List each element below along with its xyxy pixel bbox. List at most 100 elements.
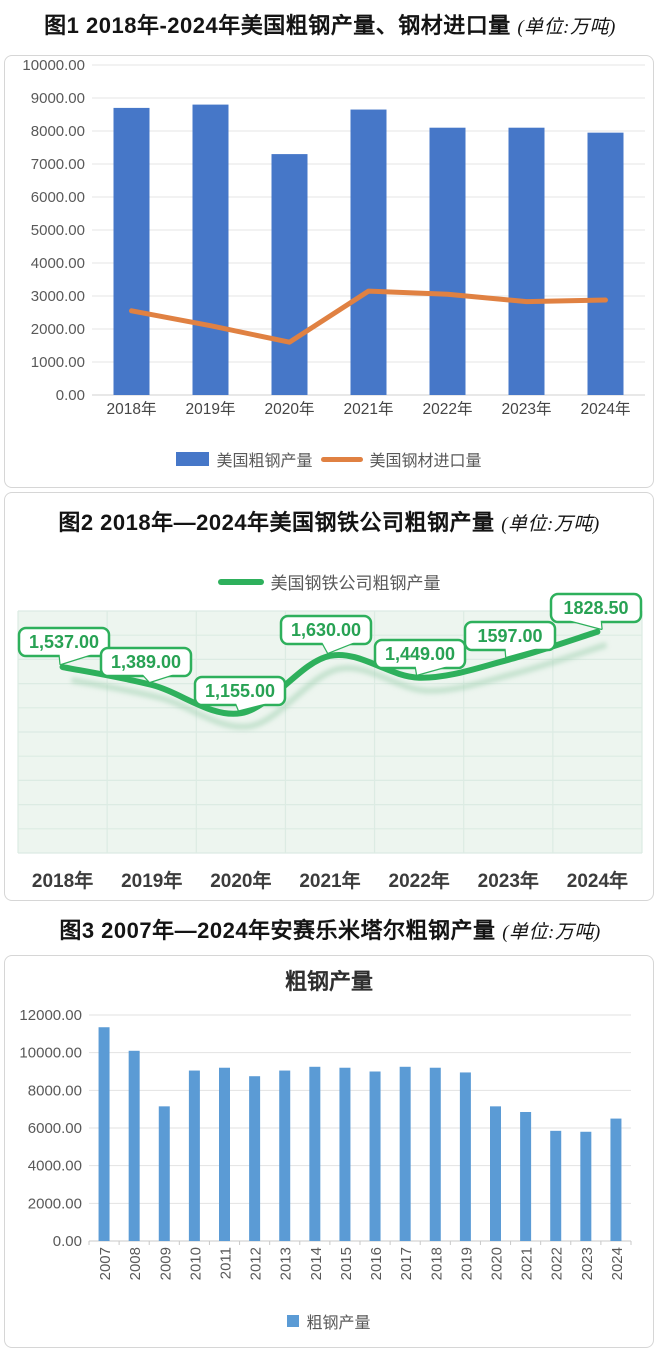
fig1-xtick: 2022年 bbox=[423, 400, 473, 418]
fig2-xtick: 2018年 bbox=[32, 869, 93, 892]
figure1-card: 0.00 1000.00 2000.00 3000.00 4000.00 5000.00 6… bbox=[4, 55, 654, 488]
green-line-label: 美国钢铁公司粗钢产量 bbox=[270, 574, 441, 593]
svg-text:2019: 2019 bbox=[458, 1247, 475, 1280]
fig1-ytick: 1000.00 bbox=[31, 354, 85, 371]
fig3-bar bbox=[279, 1070, 291, 1241]
fig3-bar bbox=[550, 1130, 562, 1241]
fig3-bar bbox=[459, 1072, 471, 1241]
fig3-xtick: 2018 bbox=[428, 1247, 445, 1280]
fig2-xtick: 2020年 bbox=[210, 869, 271, 892]
fig1-bar bbox=[587, 132, 624, 395]
svg-text:2009: 2009 bbox=[157, 1247, 174, 1280]
fig3-xtick: 2016 bbox=[368, 1247, 385, 1280]
svg-text:2012: 2012 bbox=[248, 1247, 265, 1280]
fig1-ytick: 5000.00 bbox=[31, 222, 85, 239]
figure1-title: 图1 2018年-2024年美国粗钢产量、钢材进口量 (单位:万吨) bbox=[0, 8, 660, 40]
figure1-legend-bar-item: 美国粗钢产量 bbox=[176, 447, 313, 471]
fig1-bar bbox=[429, 127, 466, 395]
fig2-data-callout: 1,389.00 bbox=[99, 646, 193, 684]
fig3-bar bbox=[520, 1111, 532, 1241]
svg-text:1597.00: 1597.00 bbox=[477, 626, 542, 646]
fig1-bar bbox=[192, 104, 229, 395]
fig1-ytick: 2000.00 bbox=[31, 321, 85, 338]
fig3-bar bbox=[309, 1066, 321, 1241]
fig3-xtick: 2019 bbox=[458, 1247, 475, 1280]
fig3-xtick: 2010 bbox=[187, 1247, 204, 1280]
fig3-xtick: 2022 bbox=[549, 1247, 566, 1280]
svg-text:2015: 2015 bbox=[338, 1247, 355, 1280]
fig3-ytick: 2000.00 bbox=[28, 1195, 82, 1212]
fig1-ytick: 10000.00 bbox=[22, 57, 85, 74]
fig1-bar bbox=[113, 107, 150, 396]
figure1-legend: 美国粗钢产量 美国钢材进口量 bbox=[5, 447, 653, 471]
fig3-ytick: 0.00 bbox=[53, 1233, 82, 1250]
svg-text:2014: 2014 bbox=[308, 1247, 325, 1280]
figure2-title-text: 图2 2018年—2024年美国钢铁公司粗钢产量 bbox=[58, 510, 495, 535]
figure1-title-text: 图1 2018年-2024年美国粗钢产量、钢材进口量 bbox=[44, 13, 511, 38]
fig1-line bbox=[129, 288, 608, 345]
fig3-bar bbox=[188, 1070, 200, 1241]
fig1-xtick: 2020年 bbox=[265, 400, 315, 418]
fig2-xtick: 2023年 bbox=[478, 869, 539, 892]
fig1-xtick: 2018年 bbox=[107, 400, 157, 418]
figure2-unit-label: (单位:万吨) bbox=[501, 514, 600, 535]
fig3-xtick: 2017 bbox=[398, 1247, 415, 1280]
fig3-bar bbox=[580, 1131, 592, 1241]
figure3-card: 粗钢产量 0.00 2000.00 4000.00 6000.00 8000.00 100… bbox=[4, 955, 654, 1348]
svg-text:2007: 2007 bbox=[97, 1247, 114, 1280]
fig3-xtick: 2014 bbox=[308, 1247, 325, 1280]
svg-text:1,630.00: 1,630.00 bbox=[291, 620, 361, 640]
svg-text:2013: 2013 bbox=[278, 1247, 295, 1280]
figure1-chart: 0.00 1000.00 2000.00 3000.00 4000.00 5000.00 6… bbox=[22, 57, 645, 418]
fig3-ytick: 12000.00 bbox=[19, 1007, 82, 1024]
svg-text:2018: 2018 bbox=[428, 1247, 445, 1280]
figure3-series-label: 粗钢产量 bbox=[306, 1315, 371, 1332]
fig2-data-callout: 1828.50 bbox=[549, 592, 643, 631]
fig3-bar bbox=[158, 1106, 170, 1241]
fig3-bar bbox=[610, 1118, 622, 1241]
figure3-legend: 粗钢产量 bbox=[5, 1309, 653, 1333]
line-series-label: 美国钢材进口量 bbox=[369, 453, 482, 470]
fig3-xtick: 2012 bbox=[248, 1247, 265, 1280]
figure2-title: 图2 2018年—2024年美国钢铁公司粗钢产量 (单位:万吨) bbox=[5, 505, 653, 537]
fig3-xtick: 2020 bbox=[489, 1247, 506, 1280]
fig2-data-callout: 1,449.00 bbox=[373, 638, 467, 676]
figure3-chart: 0.00 2000.00 4000.00 6000.00 8000.00 10000.00… bbox=[19, 1007, 632, 1280]
fig1-bar bbox=[271, 154, 308, 395]
svg-text:2024: 2024 bbox=[609, 1247, 626, 1280]
fig3-xtick: 2024 bbox=[609, 1247, 626, 1280]
svg-text:1,155.00: 1,155.00 bbox=[205, 681, 275, 701]
fig1-bar bbox=[350, 109, 387, 396]
fig2-data-callout: 1,155.00 bbox=[193, 675, 287, 712]
svg-text:1,537.00: 1,537.00 bbox=[29, 632, 99, 652]
svg-text:2008: 2008 bbox=[127, 1247, 144, 1280]
fig3-xtick: 2008 bbox=[127, 1247, 144, 1280]
fig3-xtick: 2009 bbox=[157, 1247, 174, 1280]
fig1-ytick: 6000.00 bbox=[31, 189, 85, 206]
svg-text:2010: 2010 bbox=[187, 1247, 204, 1280]
figure2-card: 图2 2018年—2024年美国钢铁公司粗钢产量 (单位:万吨) 美国钢铁公司粗… bbox=[4, 492, 654, 901]
fig1-bar bbox=[508, 127, 545, 395]
fig1-ytick: 9000.00 bbox=[31, 90, 85, 107]
fig3-bar bbox=[98, 1027, 110, 1241]
svg-text:2023: 2023 bbox=[579, 1247, 596, 1280]
fig1-ytick: 4000.00 bbox=[31, 255, 85, 272]
fig3-xtick: 2015 bbox=[338, 1247, 355, 1280]
fig2-data-callout: 1,630.00 bbox=[279, 614, 373, 655]
fig1-ytick: 3000.00 bbox=[31, 288, 85, 305]
fig1-ytick: 7000.00 bbox=[31, 156, 85, 173]
fig2-data-callout: 1,537.00 bbox=[17, 626, 111, 666]
fig1-ytick: 8000.00 bbox=[31, 123, 85, 140]
fig3-xtick: 2011 bbox=[218, 1247, 235, 1279]
figure3-legend-item: 粗钢产量 bbox=[287, 1309, 371, 1333]
fig3-ytick: 10000.00 bbox=[19, 1045, 82, 1062]
fig3-bar bbox=[429, 1067, 441, 1241]
figure3-chart-title: 粗钢产量 bbox=[284, 969, 373, 994]
fig3-ytick: 4000.00 bbox=[28, 1158, 82, 1175]
fig3-bar bbox=[490, 1106, 501, 1241]
svg-text:2011: 2011 bbox=[218, 1247, 235, 1279]
svg-text:2022: 2022 bbox=[549, 1247, 566, 1280]
blue-square-swatch bbox=[287, 1315, 300, 1327]
figure2-legend: 美国钢铁公司粗钢产量 bbox=[5, 569, 653, 594]
